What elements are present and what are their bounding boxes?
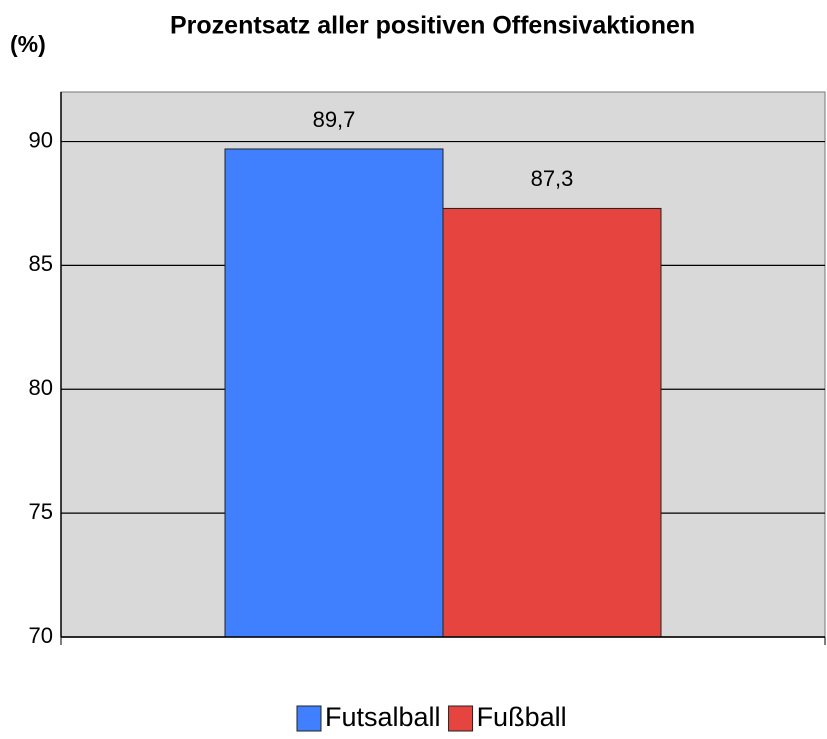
legend-swatch <box>448 705 474 732</box>
y-tick-label: 90 <box>29 127 53 152</box>
y-tick-label: 70 <box>29 623 53 648</box>
y-axis-label: (%) <box>10 31 46 57</box>
bar <box>442 207 662 638</box>
data-label: 87,3 <box>531 166 574 191</box>
y-tick-label: 75 <box>29 499 53 524</box>
legend-label: Fußball <box>477 702 567 732</box>
bar <box>224 148 444 638</box>
data-label: 89,7 <box>313 107 356 132</box>
chart-title: Prozentsatz aller positiven Offensivakti… <box>170 12 695 40</box>
y-tick-label: 85 <box>29 251 53 276</box>
legend-swatch <box>296 705 322 732</box>
y-tick-label: 80 <box>29 375 53 400</box>
legend-label: Futsalball <box>325 702 441 732</box>
